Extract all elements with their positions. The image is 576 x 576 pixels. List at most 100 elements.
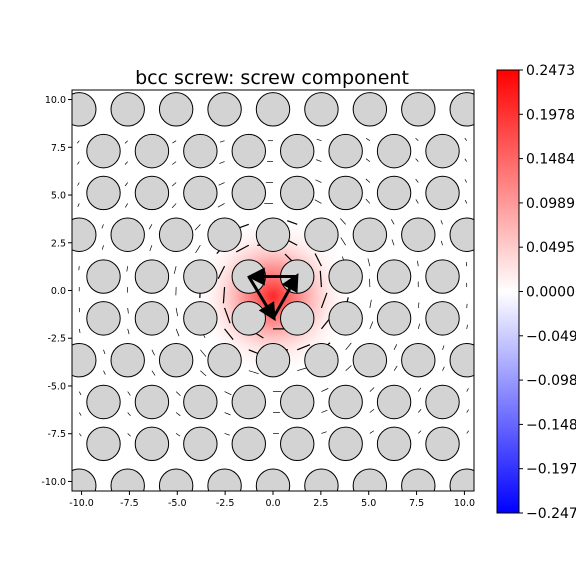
displacement-arrow — [340, 237, 346, 246]
displacement-arrow — [235, 244, 250, 253]
y-tick-label: 5.0 — [51, 191, 66, 202]
atom — [110, 92, 145, 127]
displacement-arrow — [217, 265, 226, 280]
displacement-arrow — [171, 182, 177, 187]
displacement-arrow — [224, 328, 234, 341]
atom — [158, 217, 194, 252]
displacement-arrow — [315, 179, 322, 183]
y-tick-label: -2.5 — [47, 334, 66, 345]
displacement-arrow — [418, 430, 422, 434]
atom — [426, 51, 459, 84]
displacement-arrow — [415, 199, 419, 204]
displacement-arrow — [238, 223, 249, 229]
x-axis: -10.0 -7.5 -5.0 -2.5 0.0 2.5 5.0 7.5 10.0 — [69, 491, 475, 509]
atom — [304, 217, 339, 252]
atom — [72, 217, 97, 252]
x-tick-label: 5.0 — [361, 498, 376, 509]
atom — [376, 301, 412, 336]
displacement-arrow — [126, 266, 129, 272]
colorbar-tick-label: 0.0989 — [526, 196, 575, 212]
atom — [352, 468, 388, 491]
atom — [207, 92, 242, 127]
x-tick-label: 10.0 — [454, 498, 475, 509]
displacement-arrow — [222, 287, 226, 304]
displacement-arrow — [149, 245, 153, 252]
atom — [231, 384, 266, 420]
atom — [376, 426, 412, 462]
atom — [304, 92, 339, 127]
atom — [449, 217, 474, 252]
displacement-arrow — [77, 203, 80, 207]
displacement-arrow — [464, 137, 468, 141]
displacement-arrow — [464, 199, 468, 204]
displacement-arrow — [417, 302, 420, 309]
displacement-arrow — [172, 161, 177, 165]
atom — [231, 301, 266, 336]
atom — [86, 175, 121, 211]
displacement-arrow — [101, 224, 104, 229]
displacement-arrow — [365, 198, 371, 204]
y-tick-label: -10.0 — [41, 477, 66, 488]
displacement-arrow — [345, 365, 352, 371]
displacement-arrow — [78, 433, 82, 437]
atom — [352, 217, 388, 252]
atom — [328, 384, 363, 420]
field-glow — [191, 214, 355, 379]
displacement-arrow — [297, 367, 308, 372]
displacement-arrow — [367, 258, 371, 267]
displacement-arrow — [124, 140, 128, 144]
colorbar-gradient — [496, 69, 520, 514]
displacement-arrow — [78, 391, 82, 396]
displacement-arrow — [124, 182, 128, 187]
displacement-arrow — [127, 412, 131, 417]
atom — [401, 217, 436, 252]
displacement-arrow — [175, 307, 178, 317]
displacement-arrow — [171, 203, 177, 209]
displacement-arrow — [219, 161, 225, 164]
displacement-arrow — [78, 328, 81, 333]
atom — [183, 133, 218, 169]
displacement-arrow — [369, 321, 374, 330]
x-tick-label: -5.0 — [168, 498, 187, 509]
atom — [86, 133, 121, 169]
displacement-arrow — [464, 179, 468, 183]
atom — [255, 217, 291, 252]
displacement-arrow — [296, 344, 311, 351]
atom — [425, 259, 460, 294]
atom — [134, 301, 170, 336]
atom — [376, 175, 412, 211]
displacement-arrow — [127, 433, 131, 437]
displacement-arrow — [175, 391, 181, 396]
atom — [231, 426, 266, 462]
atom-layer — [38, 51, 474, 491]
displacement-arrow — [369, 387, 375, 392]
atom — [449, 468, 474, 491]
atom — [376, 133, 412, 169]
atom — [328, 426, 363, 462]
atom — [87, 51, 120, 84]
displacement-arrow — [418, 408, 422, 413]
atom — [280, 426, 315, 462]
displacement-arrow — [224, 412, 231, 416]
atom — [86, 384, 121, 420]
displacement-arrow — [415, 178, 419, 183]
colorbar-tick-label: 0.0495 — [526, 240, 575, 256]
atom — [183, 175, 218, 211]
displacement-arrow — [287, 220, 298, 225]
atom — [72, 468, 97, 491]
atom — [231, 133, 266, 169]
displacement-arrow — [78, 266, 80, 271]
displacement-arrow — [151, 370, 156, 376]
displacement-arrow — [465, 262, 468, 267]
atom — [352, 92, 388, 127]
colorbar-tick-label: 0.0000 — [526, 285, 575, 301]
displacement-arrow — [101, 245, 104, 250]
x-tick-label: -2.5 — [216, 498, 235, 509]
atom — [328, 175, 363, 211]
atom — [38, 51, 71, 84]
atom — [110, 468, 145, 491]
displacement-arrow — [217, 203, 225, 208]
x-tick-label: 7.5 — [409, 498, 424, 509]
y-tick-label: 7.5 — [51, 143, 66, 154]
atom — [86, 426, 121, 462]
